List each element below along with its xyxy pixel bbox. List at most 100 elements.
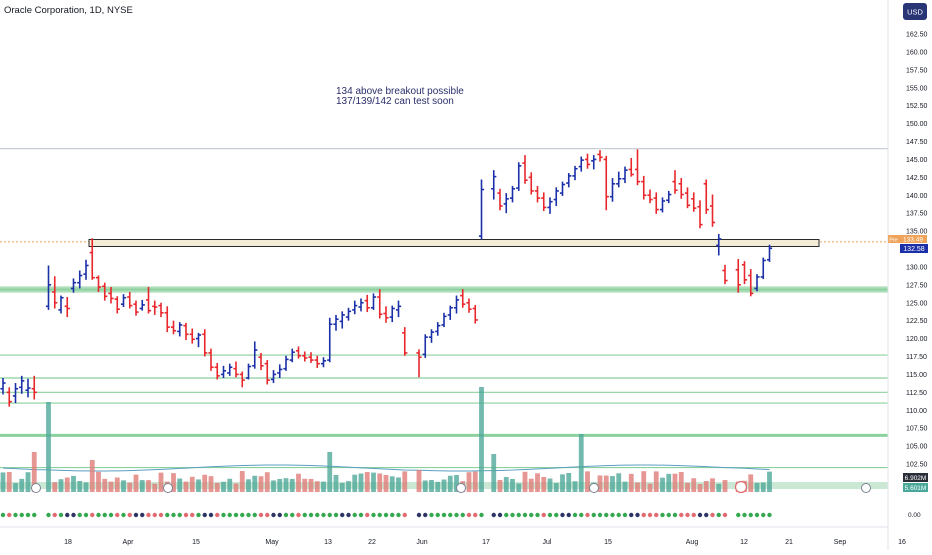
ohlc-bar (453, 295, 460, 314)
y-tick-label: 107.50 (906, 426, 928, 433)
y-tick-label: 142.50 (906, 175, 928, 182)
oscillator-dot (190, 512, 195, 518)
volume-bar (429, 480, 434, 492)
volume-bar (628, 473, 634, 492)
ohlc-bar (0, 378, 6, 395)
volume-bar (754, 482, 760, 492)
ohlc-bar (760, 257, 766, 280)
ohlc-bar (383, 306, 389, 323)
volume-bar (152, 483, 158, 492)
earnings-marker-icon[interactable] (31, 483, 41, 493)
time-axis[interactable]: 18 Apr 15 May 13 22 Jun 17 Jul 15 Aug 12 21 Sep 16 (0, 526, 906, 546)
ohlc-bar (528, 172, 534, 195)
oscillator-dot (416, 512, 422, 518)
ohlc-bar (422, 334, 428, 358)
volume-bar (271, 480, 276, 492)
volume-bar (96, 471, 101, 492)
oscillator-dot (177, 512, 182, 518)
volume-bar (560, 474, 565, 492)
volume-bar (703, 481, 709, 492)
oscillator-dot (377, 512, 382, 518)
ohlc-bar (364, 294, 370, 313)
volume-bar (547, 478, 553, 492)
volume-bar (314, 481, 320, 492)
ohlc-bar (64, 297, 70, 318)
volume-bar (252, 475, 258, 492)
volume-ma-tag: 5.601M (903, 483, 928, 492)
volume-bar (64, 477, 70, 492)
oscillator-dot (215, 512, 220, 518)
oscillator-dot (352, 512, 357, 518)
volume-bar (722, 480, 728, 492)
oscillator-dot (265, 512, 270, 518)
volume-bar (46, 402, 51, 492)
ohlc-bar (102, 282, 108, 301)
ohlc-bar (45, 265, 52, 310)
ohlc-bar (416, 349, 422, 378)
oscillator-dot (302, 512, 307, 518)
ohlc-bar (139, 299, 145, 311)
ohlc-bar (697, 200, 703, 229)
ohlc-bar (120, 294, 127, 308)
volume-bar (289, 478, 295, 492)
oscillator-dot (227, 512, 232, 518)
ohlc-bar (716, 233, 722, 256)
oscillator-dot (497, 512, 503, 518)
volume-bar (339, 482, 345, 492)
oscillator-dot (742, 512, 747, 518)
ohlc-bar (460, 289, 466, 308)
y-tick-label: 135.00 (906, 229, 928, 236)
oscillator-dot (672, 512, 678, 518)
y-tick-label: 127.50 (906, 282, 928, 289)
volume-bar (58, 479, 64, 492)
oscillator-value: 0.00 (908, 512, 921, 519)
oscillator-dot (704, 512, 709, 518)
oscillator-dot (396, 512, 401, 518)
oscillator-dot (460, 512, 465, 518)
earnings-marker-icon[interactable] (456, 483, 466, 493)
oscillator-dot (641, 512, 646, 518)
ohlc-bar (12, 383, 19, 404)
price-axis[interactable]: 162.50160.00157.50155.00152.50150.00147.… (887, 0, 928, 550)
volume-bar (678, 472, 684, 492)
ohlc-bar (597, 150, 603, 162)
oscillator-dot (597, 512, 603, 518)
volume-bar (516, 483, 522, 492)
oscillator-dot (697, 512, 703, 518)
ohlc-bar (114, 296, 120, 314)
oscillator-dot (25, 512, 31, 518)
oscillator-dot (510, 512, 515, 518)
dividend-marker-icon[interactable] (589, 483, 599, 493)
event-markers (31, 480, 871, 494)
ohlc-bar (522, 155, 528, 184)
ohlc-bar (333, 314, 339, 331)
dividend-marker-icon[interactable] (163, 483, 173, 493)
volume-bar (691, 478, 697, 492)
oscillator-dot (435, 512, 440, 518)
ohlc-bar (308, 352, 314, 363)
ohlc-bar (164, 306, 170, 333)
ohlc-bar (466, 298, 472, 313)
currency-badge[interactable]: USD (903, 3, 927, 20)
oscillator-dot (165, 512, 170, 518)
ohlc-bar (534, 185, 541, 203)
ohlc-bar (441, 312, 447, 328)
y-tick-label: 147.50 (906, 139, 928, 146)
flash-event-icon[interactable] (734, 480, 748, 494)
x-tick-labels: 18 Apr 15 May 13 22 Jun 17 Jul 15 Aug 12 21 Sep 16 (64, 539, 906, 546)
oscillator-dot (7, 512, 12, 518)
ohlc-bar (603, 155, 609, 211)
volume-bar (358, 473, 364, 492)
breakout-zone-box (88, 239, 820, 247)
volume-bar (653, 471, 659, 492)
y-tick-label: 117.50 (906, 354, 927, 361)
oscillator-dot (616, 512, 621, 518)
ohlc-bar (653, 192, 659, 214)
oscillator-dot (208, 512, 214, 518)
volume-bar (491, 454, 497, 492)
ohlc-bar (327, 317, 333, 363)
oscillator-dot (754, 512, 760, 518)
volume-bar (603, 475, 609, 492)
earnings-marker-icon[interactable] (861, 483, 871, 493)
